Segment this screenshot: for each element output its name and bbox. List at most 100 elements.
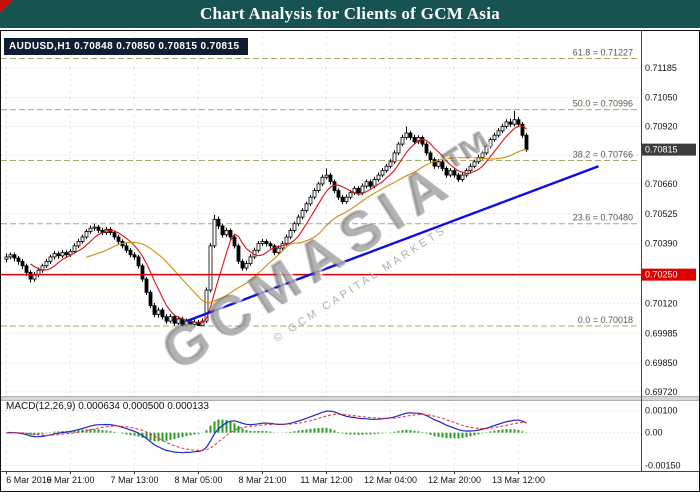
candle xyxy=(9,255,12,257)
symbol-info: AUDUSD,H1 0.70848 0.70850 0.70815 0.7081… xyxy=(4,38,248,55)
ma-layer xyxy=(31,126,527,323)
candle xyxy=(389,162,392,166)
candle xyxy=(305,204,308,211)
candle xyxy=(453,171,456,175)
candle xyxy=(441,162,444,169)
candle xyxy=(165,317,168,321)
fib-label: 38.2 = 0.70766 xyxy=(573,149,633,159)
pane-splitter[interactable] xyxy=(1,397,699,401)
candle xyxy=(265,241,268,243)
candle xyxy=(381,171,384,175)
candle xyxy=(133,255,136,257)
fib-label: 23.6 = 0.70480 xyxy=(573,213,633,223)
time-axis-label: 12 Mar 04:00 xyxy=(364,475,417,485)
candle xyxy=(153,306,156,315)
candle xyxy=(285,237,288,244)
candle xyxy=(329,175,332,182)
candle xyxy=(137,257,140,266)
candle xyxy=(221,226,224,235)
candle xyxy=(485,146,488,153)
candle xyxy=(25,266,28,273)
candle xyxy=(377,175,380,179)
candle xyxy=(5,257,8,259)
candle xyxy=(141,266,144,279)
chart-svg[interactable]: 61.8 = 0.7122750.0 = 0.7099638.2 = 0.707… xyxy=(1,31,699,491)
time-axis-label: 12 Mar 20:00 xyxy=(428,475,481,485)
price-axis-label: 0.70660 xyxy=(645,179,678,189)
candle xyxy=(209,246,212,290)
candle xyxy=(505,122,508,126)
candle xyxy=(237,246,240,261)
candle xyxy=(457,175,460,179)
candle xyxy=(117,237,120,241)
candle xyxy=(405,133,408,137)
price-axis-label: 0.69850 xyxy=(645,358,678,368)
candle xyxy=(53,254,56,257)
candle xyxy=(217,219,220,226)
price-axis-label: 0.71185 xyxy=(645,63,677,73)
price-axis-label: 0.70390 xyxy=(645,239,678,249)
candle xyxy=(177,319,180,323)
candle xyxy=(233,237,236,246)
time-axis-label: 13 Mar 12:00 xyxy=(492,475,545,485)
candle xyxy=(93,227,96,228)
candle xyxy=(393,153,396,162)
candle xyxy=(301,210,304,217)
hline-price-badge-label: 0.70250 xyxy=(645,270,678,280)
candle xyxy=(45,261,48,265)
candle xyxy=(169,317,172,321)
candle xyxy=(277,248,280,252)
candle xyxy=(245,264,248,268)
fib-label: 0.0 = 0.70018 xyxy=(578,315,633,325)
candle xyxy=(13,255,16,258)
candle xyxy=(29,272,32,279)
macd-layer xyxy=(1,411,641,466)
candle xyxy=(21,261,24,265)
candle xyxy=(497,131,500,135)
candle xyxy=(261,241,264,243)
candle xyxy=(445,168,448,175)
candle xyxy=(349,193,352,197)
candle xyxy=(449,171,452,175)
time-axis-label: 11 Mar 12:00 xyxy=(300,475,352,485)
current-price-badge-label: 0.70815 xyxy=(645,145,678,155)
candle xyxy=(493,135,496,139)
candle xyxy=(97,227,100,230)
macd-axis-label: 0.00 xyxy=(645,428,663,438)
candle xyxy=(85,231,88,237)
candle xyxy=(289,230,292,237)
trendline[interactable] xyxy=(187,166,599,321)
candle xyxy=(509,122,512,124)
moving-average-line xyxy=(87,149,527,302)
macd-axis-label: 0.00100 xyxy=(645,406,678,416)
candle xyxy=(213,219,216,246)
candle xyxy=(361,186,364,193)
candle xyxy=(401,137,404,144)
candle xyxy=(17,258,20,261)
candle xyxy=(337,191,340,198)
time-axis-label: 6 Mar 2019 xyxy=(6,475,52,485)
candle xyxy=(57,254,60,256)
chart-window: 61.8 = 0.7122750.0 = 0.7099638.2 = 0.707… xyxy=(0,30,700,492)
fib-label: 61.8 = 0.71227 xyxy=(573,47,633,57)
candle xyxy=(341,197,344,201)
candle xyxy=(357,188,360,192)
candle xyxy=(461,175,464,179)
candle xyxy=(501,126,504,130)
candle xyxy=(309,197,312,204)
candle xyxy=(525,135,528,149)
candle xyxy=(473,162,476,166)
candle xyxy=(145,279,148,292)
candle xyxy=(421,137,424,144)
corner-accent-icon xyxy=(0,0,13,13)
price-axis-label: 0.70120 xyxy=(645,298,678,308)
candle xyxy=(517,120,520,124)
candle xyxy=(373,179,376,186)
candle xyxy=(81,237,84,241)
candle xyxy=(437,162,440,166)
candle xyxy=(297,217,300,224)
page-title: Chart Analysis for Clients of GCM Asia xyxy=(0,0,700,28)
candle xyxy=(425,144,428,153)
candle xyxy=(481,153,484,157)
candle xyxy=(89,228,92,231)
